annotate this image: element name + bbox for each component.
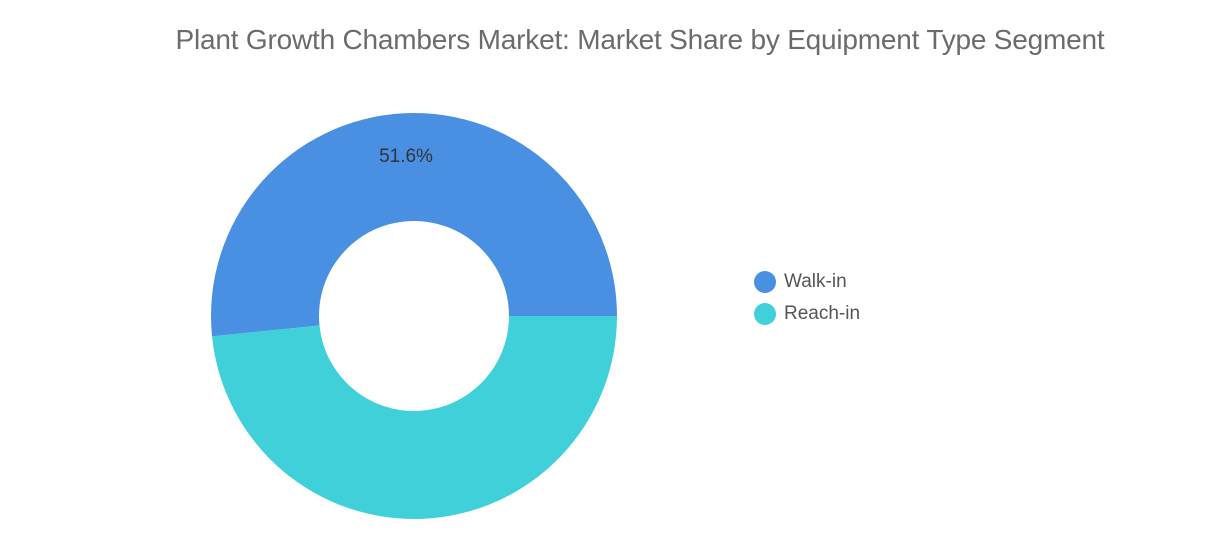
chart-title: Plant Growth Chambers Market: Market Sha… [175, 24, 1105, 55]
legend-item-walk-in[interactable]: Walk-in [754, 266, 860, 298]
legend-item-reach-in[interactable]: Reach-in [754, 298, 860, 330]
data-label-walk-in: 51.6% [379, 146, 433, 167]
legend-label-reach-in: Reach-in [784, 303, 861, 324]
legend: Walk-in Reach-in [754, 266, 860, 330]
legend-swatch-reach-in [754, 303, 776, 325]
legend-label-walk-in: Walk-in [784, 271, 847, 292]
slice-reach-in[interactable] [212, 316, 617, 519]
legend-swatch-walk-in [754, 271, 776, 293]
slice-walk-in[interactable] [211, 112, 617, 337]
donut-chart: 51.6% [211, 112, 617, 519]
